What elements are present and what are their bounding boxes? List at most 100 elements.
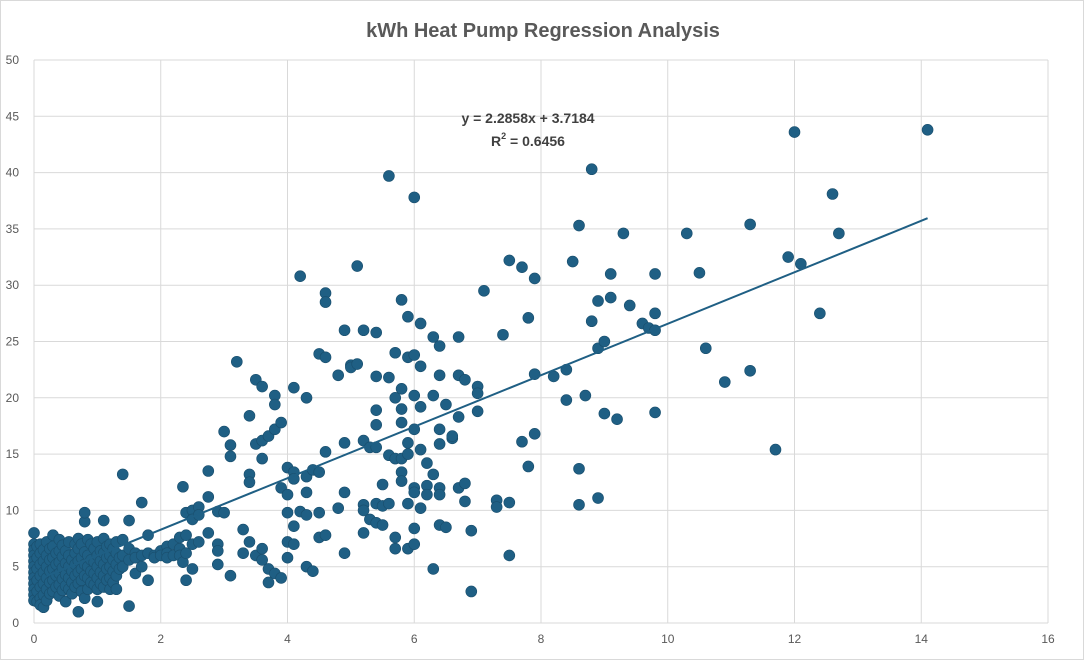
data-point [440,521,452,534]
data-point [224,450,237,463]
data-point [313,506,325,519]
data-point [357,324,370,337]
y-tick-label: 15 [6,447,20,461]
data-point [288,520,300,532]
data-point [718,376,731,388]
x-tick-label: 0 [31,632,38,646]
data-point [72,605,85,618]
data-point [332,369,345,382]
data-point [192,536,205,548]
data-point [294,270,306,282]
data-point [281,551,294,564]
y-tick-label: 20 [6,391,20,405]
data-point [414,443,427,456]
data-point [202,527,215,539]
data-point [427,389,440,402]
gridlines [33,59,1049,624]
data-point [402,448,414,460]
data-point [218,506,230,519]
data-point [598,335,611,348]
data-point [433,423,446,436]
data-point [300,391,313,404]
data-point [649,307,661,320]
data-point [573,219,585,232]
data-point [110,583,123,596]
data-point [649,406,661,419]
y-tick-label: 30 [6,278,20,292]
data-point [224,569,237,582]
data-point [186,563,199,575]
data-point [218,425,230,438]
data-point [281,506,294,519]
data-point [433,340,446,352]
x-tick-label: 8 [538,632,545,646]
data-point [814,307,826,320]
trendline [46,217,928,577]
data-point [579,389,592,402]
data-point [408,522,421,535]
data-point [288,538,300,550]
data-point [744,218,756,231]
data-point [402,437,414,449]
data-point [383,497,395,510]
x-tick-label: 2 [157,632,164,646]
data-point [224,439,237,451]
data-point [465,585,478,598]
data-point [833,227,845,240]
data-point [237,523,249,536]
trendline-equation: y = 2.2858x + 3.7184 [461,110,594,126]
data-point [744,364,756,377]
data-point [338,437,351,449]
data-point [211,558,224,571]
data-point [649,268,661,280]
x-tick-label: 12 [788,632,802,646]
data-point [389,391,402,404]
data-point [370,404,383,416]
data-point [59,595,72,608]
data-point [408,538,421,550]
data-point [231,355,243,368]
data-point [319,446,332,458]
data-point [332,502,345,514]
data-point [408,486,421,499]
data-point [433,369,446,382]
data-point [459,477,471,490]
y-tick-label: 10 [6,503,20,517]
data-point [921,124,934,136]
data-point [180,529,192,541]
data-point [338,324,351,337]
data-point [433,488,446,501]
r-squared-value: = 0.6456 [506,133,565,149]
data-point [395,403,408,415]
data-point [604,268,617,280]
x-tick-label: 10 [661,632,675,646]
data-point [421,457,433,469]
y-tick-label: 40 [6,166,20,180]
data-point [408,389,421,402]
data-point [376,519,389,531]
data-point [478,285,490,297]
data-point [788,126,801,138]
data-point [91,595,104,608]
x-tick-label: 6 [411,632,418,646]
data-point [503,496,516,509]
data-point [465,524,478,537]
data-point [177,480,189,493]
data-point [123,514,135,527]
r-squared-symbol: R [491,133,501,149]
data-point [490,501,503,513]
data-point [414,317,427,330]
data-point [389,346,402,359]
data-point [300,509,313,521]
data-point [573,462,585,475]
data-point [281,488,294,501]
data-point [402,310,414,323]
x-tick-label: 16 [1041,632,1055,646]
data-point [256,452,268,465]
data-point [433,438,446,450]
data-point [376,478,389,491]
data-point [408,191,421,204]
data-point [123,600,135,612]
data-point [402,497,414,510]
